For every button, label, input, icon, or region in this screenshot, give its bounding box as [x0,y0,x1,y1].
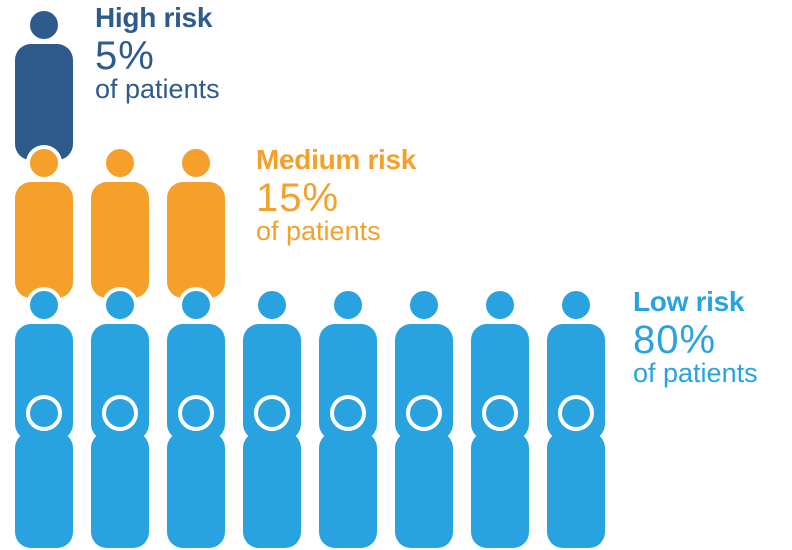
low-risk-person-icon [471,395,529,548]
person-head [558,395,594,431]
person-body [167,432,225,548]
person-head [102,287,138,323]
medium-risk-person-icon [91,145,149,298]
person-head [330,287,366,323]
medium-risk-description: of patients [256,216,381,246]
medium-risk-label: Medium risk 15% of patients [256,146,416,245]
person-head [178,145,214,181]
person-head [178,287,214,323]
person-head [26,7,62,43]
high-risk-description: of patients [95,74,220,104]
person-head [26,287,62,323]
low-risk-title: Low risk [633,286,745,317]
person-body [319,432,377,548]
low-risk-person-icon [15,395,73,548]
low-risk-person-icon [547,395,605,548]
person-body [91,432,149,548]
low-risk-label: Low risk 80% of patients [633,288,758,387]
person-body [395,432,453,548]
low-risk-person-icon [395,395,453,548]
medium-risk-person-icon [15,145,73,298]
high-risk-label: High risk 5% of patients [95,4,220,103]
high-risk-person-icon [15,7,73,160]
person-head [482,287,518,323]
person-head [254,395,290,431]
person-head [330,395,366,431]
person-head [558,287,594,323]
person-body [547,432,605,548]
person-head [482,395,518,431]
person-body [243,432,301,548]
low-risk-person-icon [167,395,225,548]
high-risk-title: High risk [95,2,213,33]
medium-risk-percent: 15% [256,176,340,220]
person-head [102,395,138,431]
person-head [406,287,442,323]
person-head [26,395,62,431]
person-body [15,182,73,298]
high-risk-percent: 5% [95,34,155,78]
person-head [406,395,442,431]
low-risk-person-icon [91,395,149,548]
medium-risk-person-icon [167,145,225,298]
low-risk-person-icon [243,395,301,548]
person-head [26,145,62,181]
person-body [91,182,149,298]
person-body [15,44,73,160]
medium-risk-title: Medium risk [256,144,417,175]
person-head [254,287,290,323]
person-body [471,432,529,548]
low-risk-percent: 80% [633,318,717,362]
person-body [167,182,225,298]
low-risk-person-icon [319,395,377,548]
person-body [15,432,73,548]
person-head [178,395,214,431]
person-head [102,145,138,181]
low-risk-description: of patients [633,358,758,388]
